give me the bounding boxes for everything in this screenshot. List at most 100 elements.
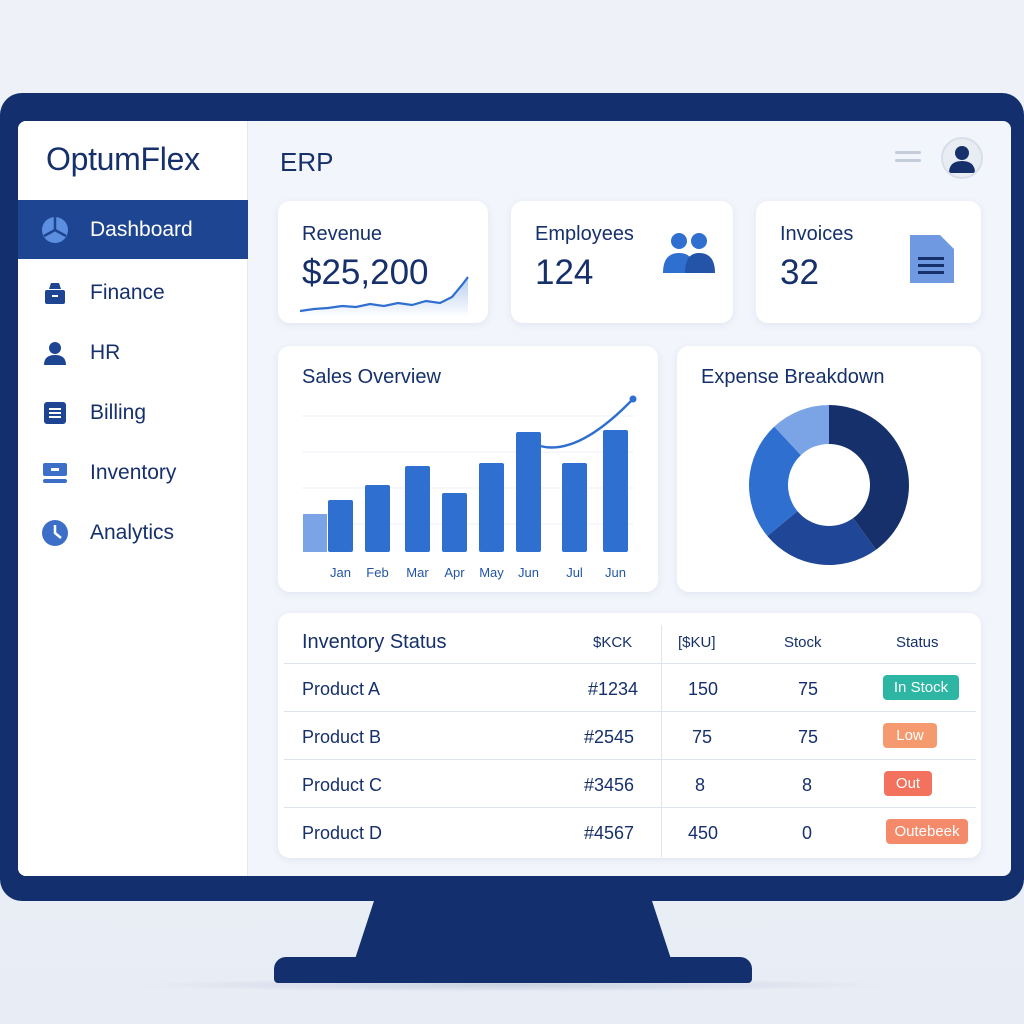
donut-slice-1 xyxy=(767,511,877,565)
sales-bar-chart: Jan Feb Mar Apr May Jun Jul Jun xyxy=(302,395,637,580)
invoices-value: 32 xyxy=(780,253,819,292)
column-divider xyxy=(661,625,662,857)
briefcase-icon xyxy=(40,278,70,308)
donut-slice-0 xyxy=(829,405,909,550)
product-stock: 75 xyxy=(798,727,819,747)
product-sku: 450 xyxy=(688,823,719,843)
sidebar-item-label: Finance xyxy=(90,280,165,304)
product-stock: 8 xyxy=(802,775,813,795)
sidebar-item-dashboard[interactable]: Dashboard xyxy=(18,200,248,259)
document-icon xyxy=(40,398,70,428)
status-badge: Outebeek xyxy=(886,819,968,844)
sidebar-item-label: HR xyxy=(90,340,121,364)
product-code: #1234 xyxy=(588,679,639,699)
sidebar-item-hr[interactable]: HR xyxy=(18,323,248,382)
bar-extra xyxy=(303,514,327,552)
product-code: #3456 xyxy=(584,775,635,795)
bar-mar xyxy=(405,466,430,552)
sales-overview-card: Sales Overview Jan Feb Mar Apr May Jun Jul Jun xyxy=(278,346,658,592)
bar-apr xyxy=(442,493,467,552)
invoice-icon xyxy=(910,235,954,283)
product-stock: 0 xyxy=(802,823,813,843)
bar-jun xyxy=(516,432,541,552)
product-name: Product C xyxy=(302,775,383,795)
monitor-stand-base xyxy=(274,957,752,983)
employees-value: 124 xyxy=(535,253,594,292)
sidebar-item-label: Billing xyxy=(90,400,147,424)
avatar[interactable] xyxy=(941,137,983,179)
x-tick-label: Jun xyxy=(605,565,626,580)
product-sku: 150 xyxy=(688,679,719,699)
expense-donut-chart xyxy=(749,405,909,565)
revenue-value: $25,200 xyxy=(302,253,429,292)
invoices-card[interactable]: Invoices 32 xyxy=(756,201,981,323)
employees-label: Employees xyxy=(535,223,634,245)
person-icon xyxy=(40,338,70,368)
bar-jan xyxy=(328,500,353,552)
trend-point xyxy=(629,395,637,403)
employees-card[interactable]: Employees 124 xyxy=(511,201,733,323)
bar-jun xyxy=(603,430,628,552)
menu-icon[interactable] xyxy=(895,151,921,167)
product-code: #2545 xyxy=(584,727,635,747)
table-row[interactable]: Product A #1234 150 75 In Stock xyxy=(284,663,976,711)
sidebar-nav: Dashboard Finance HR xyxy=(18,200,248,563)
product-name: Product D xyxy=(302,823,383,843)
bar-may xyxy=(479,463,504,552)
status-badge: Out xyxy=(884,771,932,796)
revenue-label: Revenue xyxy=(302,223,383,245)
clock-icon xyxy=(40,518,70,548)
sidebar-item-billing[interactable]: Billing xyxy=(18,383,248,442)
inventory-status-card: Inventory Status $KCK [$KU] Stock Status… xyxy=(278,613,981,858)
pie-chart-icon xyxy=(40,215,70,245)
bar-jul xyxy=(562,463,587,552)
sidebar-item-label: Dashboard xyxy=(90,217,193,241)
floor-shadow xyxy=(120,978,904,992)
expense-breakdown-card: Expense Breakdown xyxy=(677,346,981,592)
trend-line xyxy=(539,398,634,449)
invoices-label: Invoices xyxy=(780,223,854,245)
column-header-stock: Stock xyxy=(784,634,822,651)
sidebar-item-finance[interactable]: Finance xyxy=(18,263,248,322)
user-icon xyxy=(949,146,975,173)
sidebar-item-inventory[interactable]: Inventory xyxy=(18,443,248,502)
table-row[interactable]: Product B #2545 75 75 Low xyxy=(284,711,976,759)
monitor-frame: OptumFlex Dashboard Finance xyxy=(0,93,1024,901)
inventory-title: Inventory Status xyxy=(302,631,447,653)
donut-slice-3 xyxy=(774,405,829,456)
x-tick-label: May xyxy=(479,565,504,580)
product-sku: 8 xyxy=(695,775,706,795)
product-name: Product B xyxy=(302,727,382,747)
x-tick-label: Apr xyxy=(444,565,465,580)
revenue-sparkline xyxy=(300,276,469,317)
product-code: #4567 xyxy=(584,823,635,843)
table-row[interactable]: Product D #4567 450 0 Outebeek xyxy=(284,807,976,855)
table-row[interactable]: Product C #3456 8 8 Out xyxy=(284,759,976,807)
sidebar: OptumFlex Dashboard Finance xyxy=(18,121,248,876)
sidebar-item-label: Analytics xyxy=(90,520,175,544)
expense-breakdown-title: Expense Breakdown xyxy=(701,366,885,388)
sales-overview-title: Sales Overview xyxy=(302,366,441,388)
screen: OptumFlex Dashboard Finance xyxy=(18,121,1011,876)
status-badge: In Stock xyxy=(883,675,959,700)
sidebar-item-analytics[interactable]: Analytics xyxy=(18,503,248,562)
column-header-code: $KCK xyxy=(593,634,633,651)
x-tick-label: Jul xyxy=(566,565,583,580)
x-tick-label: Feb xyxy=(366,565,388,580)
x-tick-label: Jun xyxy=(518,565,539,580)
column-header-sku: [$KU] xyxy=(678,634,716,651)
people-icon xyxy=(663,233,715,273)
column-header-status: Status xyxy=(896,634,939,651)
donut-slice-2 xyxy=(749,426,801,536)
brand-logo: OptumFlex xyxy=(46,141,200,177)
product-name: Product A xyxy=(302,679,381,699)
status-badge: Low xyxy=(883,723,937,748)
box-icon xyxy=(40,458,70,488)
bar-feb xyxy=(365,485,390,552)
sidebar-item-label: Inventory xyxy=(90,460,177,484)
revenue-card[interactable]: Revenue $25,200 xyxy=(278,201,488,323)
monitor-stand-neck xyxy=(355,901,671,959)
product-stock: 75 xyxy=(798,679,819,699)
page-title: ERP xyxy=(280,147,334,177)
x-tick-label: Mar xyxy=(406,565,429,580)
